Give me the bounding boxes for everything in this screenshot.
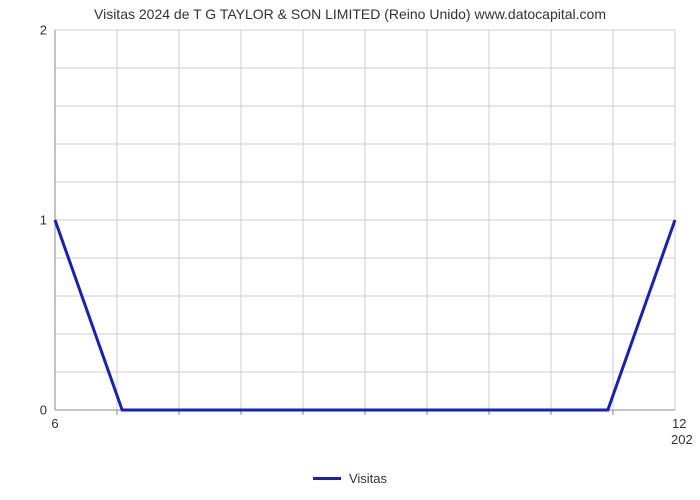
legend: Visitas	[0, 470, 700, 486]
chart-container: Visitas 2024 de T G TAYLOR & SON LIMITED…	[0, 0, 700, 500]
plot-area	[0, 0, 680, 422]
y-tick-label: 2	[17, 23, 47, 38]
y-tick-label: 1	[17, 213, 47, 228]
legend-label: Visitas	[349, 471, 387, 486]
x-tick-label-left: 6	[51, 416, 58, 431]
legend-swatch	[313, 477, 341, 480]
x-tick-label-right-top: 12	[672, 416, 686, 431]
y-tick-label: 0	[17, 403, 47, 418]
x-tick-label-right-bottom: 202	[671, 432, 693, 447]
